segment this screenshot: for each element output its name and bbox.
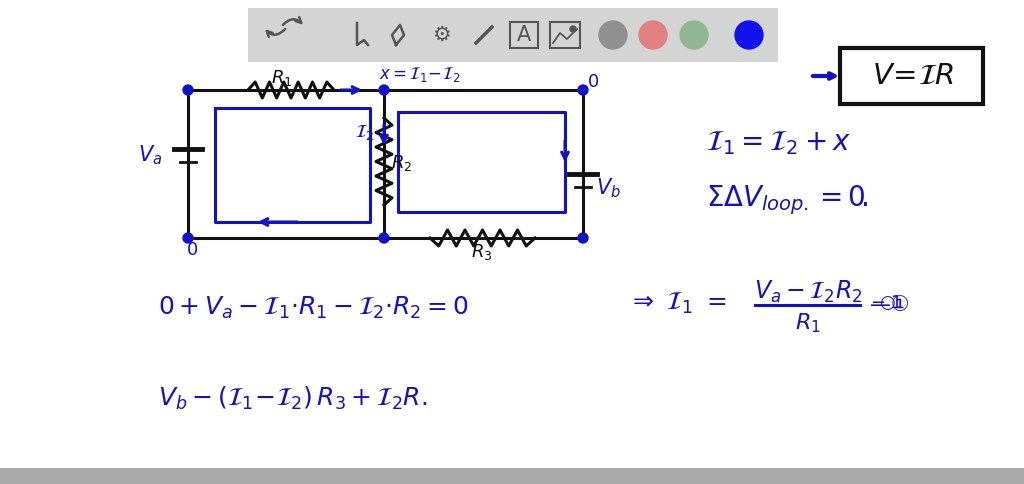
Text: $\Sigma\Delta V_{loop.} = 0\!.$: $\Sigma\Delta V_{loop.} = 0\!.$ (706, 183, 868, 217)
Text: $R_3$: $R_3$ (471, 242, 493, 262)
Bar (550, 22, 580, 48)
Circle shape (183, 233, 193, 243)
Text: $0$: $0$ (186, 241, 198, 259)
Text: $R_1$: $R_1$ (795, 311, 821, 335)
Text: —①: —① (870, 295, 909, 315)
Text: $0$: $0$ (587, 73, 599, 91)
Text: $R_2$: $R_2$ (391, 153, 413, 173)
Text: $V_a - \mathcal{I}_2 R_2$: $V_a - \mathcal{I}_2 R_2$ (754, 279, 862, 305)
Circle shape (379, 85, 389, 95)
Circle shape (570, 26, 575, 32)
Text: $R_1$: $R_1$ (271, 68, 293, 88)
Bar (840, 48, 983, 104)
Circle shape (735, 21, 763, 49)
Circle shape (578, 233, 588, 243)
Bar (0, 468, 1024, 484)
Text: $V\!=\!\mathcal{I}R$: $V\!=\!\mathcal{I}R$ (872, 62, 954, 90)
Text: $V_b - (\mathcal{I}_1\!-\!\mathcal{I}_2)\,R_3 + \mathcal{I}_2 R.$: $V_b - (\mathcal{I}_1\!-\!\mathcal{I}_2)… (158, 384, 428, 411)
Text: ⚙: ⚙ (432, 25, 451, 45)
Circle shape (680, 21, 708, 49)
Circle shape (379, 233, 389, 243)
Text: A: A (517, 25, 531, 45)
Bar (248, 8, 778, 62)
Text: $\Rightarrow\ \mathcal{I}_1\ =\ $: $\Rightarrow\ \mathcal{I}_1\ =\ $ (628, 290, 726, 316)
Circle shape (599, 21, 627, 49)
Bar (510, 22, 538, 48)
Text: $\mathcal{I}_2$: $\mathcal{I}_2$ (355, 123, 375, 142)
Circle shape (639, 21, 667, 49)
Text: $0 + V_a - \mathcal{I}_1{\cdot}R_1 - \mathcal{I}_2{\cdot}R_2 = 0$: $0 + V_a - \mathcal{I}_1{\cdot}R_1 - \ma… (158, 295, 469, 321)
Text: $\mathcal{I}_1 = \mathcal{I}_2 + x$: $\mathcal{I}_1 = \mathcal{I}_2 + x$ (706, 129, 852, 157)
Text: $V_b$: $V_b$ (596, 176, 621, 200)
Text: $-\!\!\!\bigcirc\!\!\!1$: $-\!\!\!\bigcirc\!\!\!1$ (870, 294, 902, 312)
Text: $x = \mathcal{I}_1\!-\!\mathcal{I}_2$: $x = \mathcal{I}_1\!-\!\mathcal{I}_2$ (379, 65, 461, 85)
Circle shape (578, 85, 588, 95)
Circle shape (183, 85, 193, 95)
Text: $V_a$: $V_a$ (138, 143, 162, 167)
